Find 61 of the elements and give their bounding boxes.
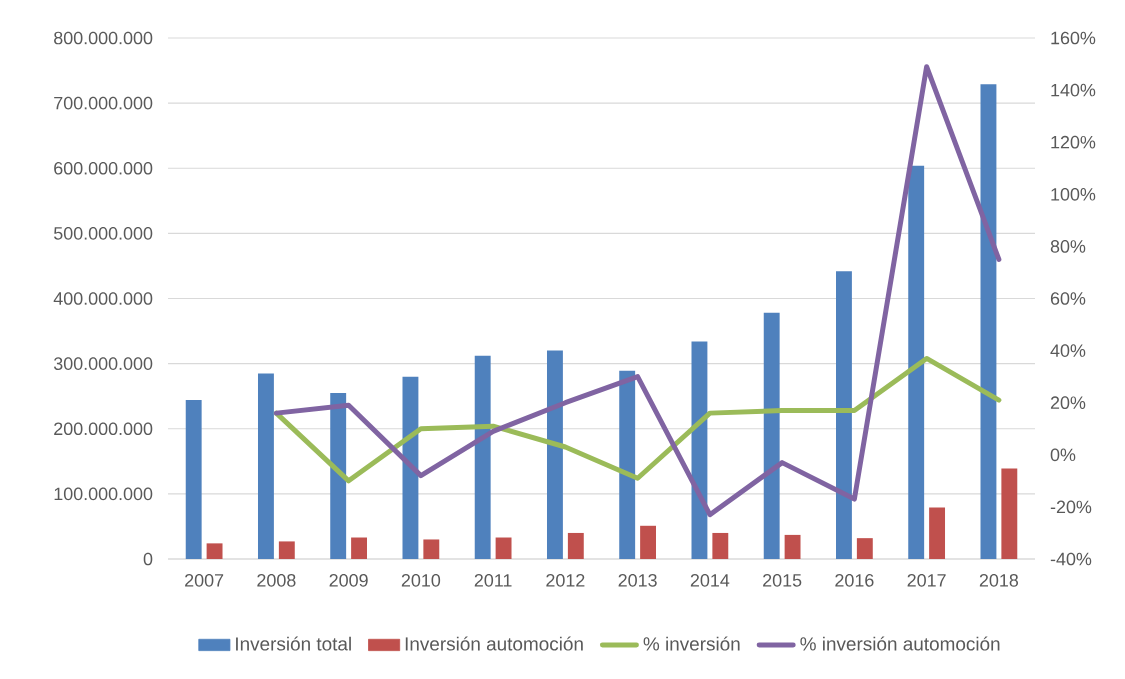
bar bbox=[257, 373, 274, 559]
y2-tick-label: -40% bbox=[1050, 552, 1092, 566]
bar bbox=[351, 537, 368, 559]
legend-label: Inversión automoción bbox=[405, 636, 583, 651]
line-series bbox=[273, 355, 1002, 484]
bar bbox=[856, 538, 873, 559]
x-tick-label: 2014 bbox=[690, 574, 730, 587]
y-tick-label: 300.000.000 bbox=[53, 357, 153, 370]
legend-label: % inversión automoción bbox=[800, 636, 1000, 651]
bar bbox=[908, 165, 925, 559]
x-tick-label: 2013 bbox=[618, 574, 657, 587]
bar bbox=[423, 539, 440, 559]
y-tick-label: 700.000.000 bbox=[54, 96, 153, 110]
bar bbox=[712, 532, 729, 559]
x-tick-label: 2012 bbox=[546, 574, 585, 587]
y-tick-label: 800.000.000 bbox=[54, 31, 153, 45]
bar bbox=[402, 376, 419, 559]
bar bbox=[619, 370, 636, 559]
bar bbox=[763, 312, 780, 559]
y-tick-label: 400.000.000 bbox=[53, 292, 153, 305]
x-tick-label: 2010 bbox=[401, 574, 441, 587]
y-tick-label: 100.000.000 bbox=[54, 487, 153, 501]
y2-tick-label: 80% bbox=[1050, 240, 1086, 253]
legend-label: Inversión total bbox=[236, 636, 351, 651]
bar bbox=[1001, 468, 1018, 559]
x-tick-label: 2009 bbox=[329, 574, 368, 587]
y-tick-label: 200.000.000 bbox=[54, 422, 153, 436]
bar bbox=[185, 400, 202, 559]
y2-tick-label: -20% bbox=[1050, 500, 1092, 514]
bar bbox=[640, 525, 657, 559]
x-tick-label: 2017 bbox=[907, 574, 946, 587]
y2-tick-label: 40% bbox=[1050, 344, 1086, 357]
y-tick-label: 0 bbox=[143, 552, 153, 566]
bar bbox=[330, 392, 347, 559]
bar bbox=[784, 534, 801, 559]
y2-tick-label: 160% bbox=[1051, 31, 1096, 45]
x-tick-label: 2016 bbox=[835, 574, 874, 587]
y-tick-label: 600.000.000 bbox=[54, 161, 153, 175]
bar bbox=[206, 543, 223, 559]
y2-tick-label: 100% bbox=[1051, 187, 1096, 201]
x-tick-label: 2007 bbox=[185, 574, 224, 587]
bar bbox=[929, 507, 946, 559]
bar bbox=[546, 350, 563, 559]
y2-tick-label: 20% bbox=[1050, 396, 1086, 410]
legend-label: % inversión bbox=[643, 636, 740, 651]
x-tick-label: 2008 bbox=[257, 574, 296, 587]
bar bbox=[495, 537, 512, 559]
x-tick-label: 2011 bbox=[474, 574, 512, 587]
bar bbox=[836, 271, 852, 559]
y-tick-label: 500.000.000 bbox=[53, 227, 153, 240]
bar bbox=[474, 355, 491, 559]
y2-tick-label: 60% bbox=[1050, 292, 1086, 305]
bar bbox=[567, 532, 584, 559]
y2-tick-label: 120% bbox=[1051, 135, 1096, 149]
x-tick-label: 2018 bbox=[979, 574, 1019, 587]
line-series bbox=[273, 64, 1002, 518]
y2-tick-label: 140% bbox=[1051, 83, 1096, 97]
bar bbox=[980, 84, 997, 559]
x-tick-label: 2015 bbox=[763, 574, 802, 587]
y2-tick-label: 0% bbox=[1050, 448, 1076, 462]
bar bbox=[278, 541, 295, 559]
